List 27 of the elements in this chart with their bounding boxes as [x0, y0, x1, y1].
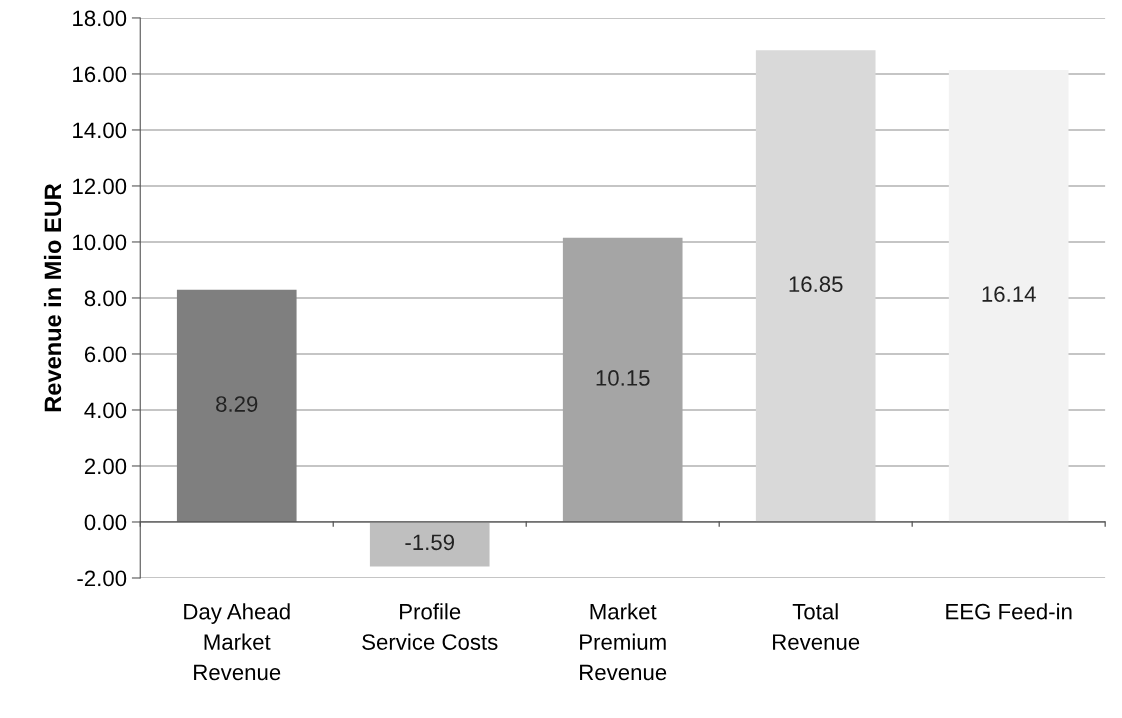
x-tick-label: Market Premium Revenue	[580, 603, 667, 681]
y-tick-label: 18.00	[73, 10, 127, 27]
y-tick-label: 12.00	[73, 178, 127, 195]
y-tick-label: 16.00	[73, 66, 127, 83]
y-tick-label: 14.00	[73, 122, 127, 139]
bar	[948, 70, 1069, 522]
data-label: 8.29	[216, 396, 258, 412]
y-tick-label: 4.00	[84, 402, 127, 419]
y-tick-label: 6.00	[84, 346, 127, 363]
y-tick-label: 0.00	[84, 514, 127, 531]
bar	[755, 50, 876, 522]
x-tick-label: Day Ahead Market Revenue	[184, 603, 290, 681]
bar	[176, 289, 297, 522]
y-tick-label: 8.00	[84, 290, 127, 307]
data-label: -1.59	[405, 534, 454, 551]
x-tick-label: EEG Feed-in	[946, 603, 1072, 620]
bar	[369, 521, 490, 567]
y-tick-label: 2.00	[84, 458, 127, 475]
y-tick-label: -2.00	[77, 570, 127, 587]
x-tick-label: Total Revenue	[773, 603, 860, 650]
y-tick-label: 10.00	[73, 234, 127, 251]
data-label: 10.15	[596, 370, 650, 386]
bar	[562, 237, 683, 522]
y-axis-title: Revenue in Mio EUR	[43, 183, 62, 412]
x-tick-label: Profile Service Costs	[362, 603, 498, 650]
data-label: 16.14	[982, 286, 1036, 302]
data-label: 16.85	[789, 276, 843, 293]
